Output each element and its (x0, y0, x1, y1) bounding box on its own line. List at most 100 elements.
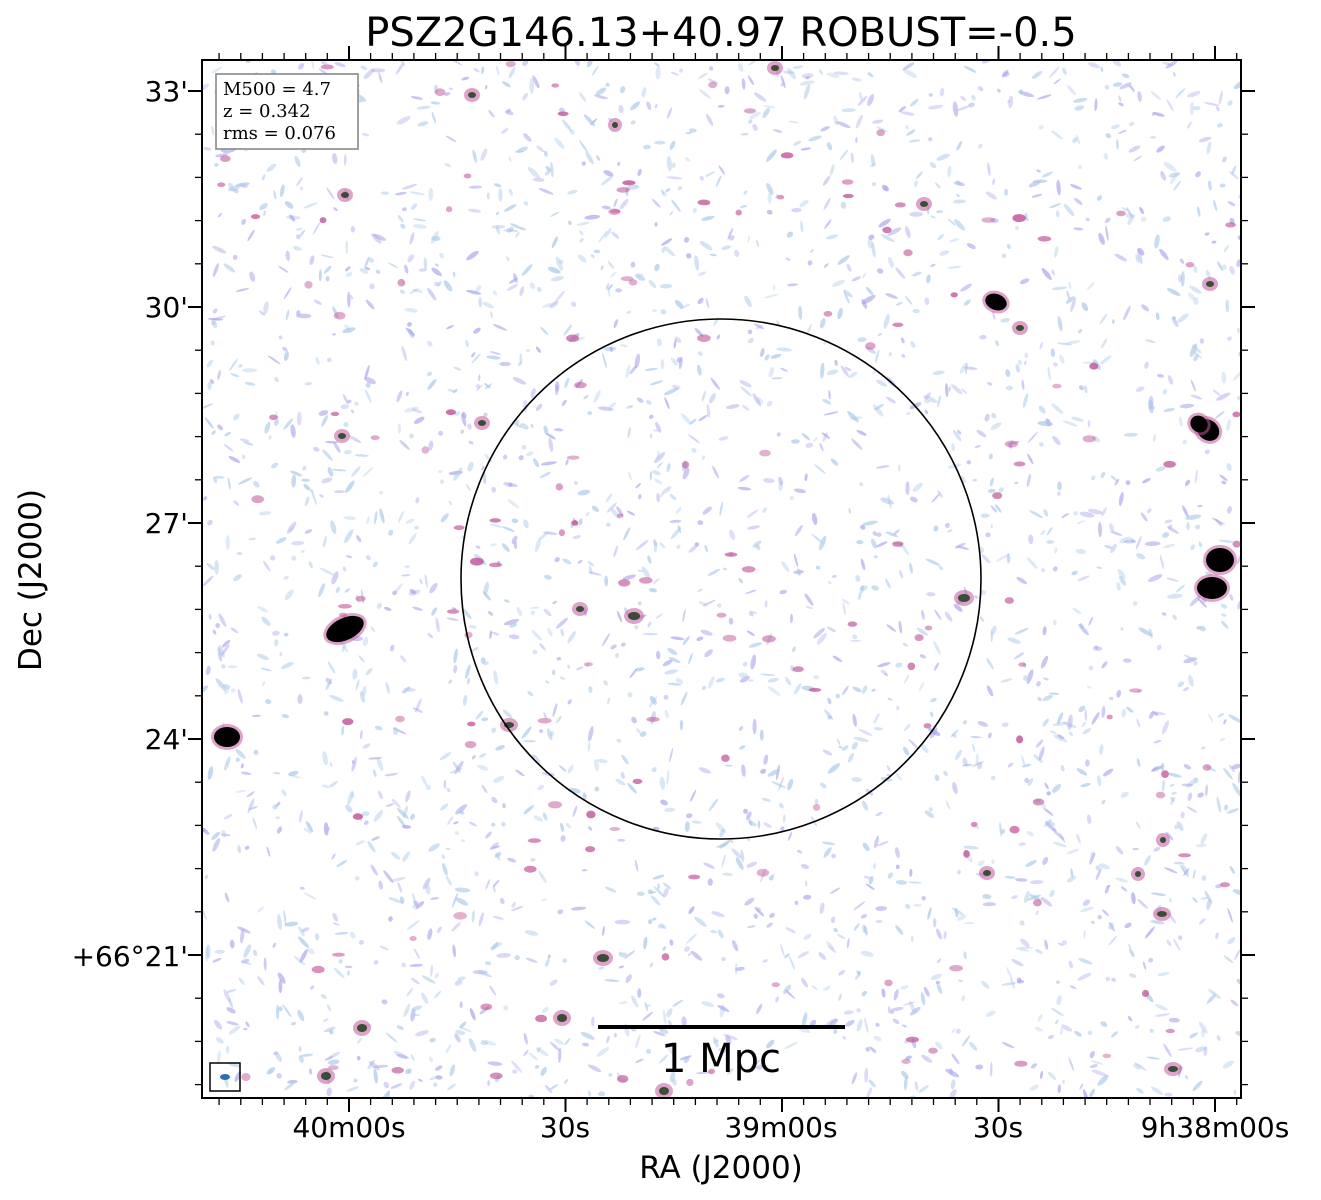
noise-blob (715, 822, 727, 834)
noise-blob (1038, 746, 1045, 761)
noise-blob (376, 757, 384, 772)
noise-blob (361, 133, 370, 137)
noise-blob (607, 283, 613, 291)
noise-blob (1187, 792, 1193, 802)
noise-blob (652, 874, 665, 880)
noise-blob (972, 478, 977, 482)
noise-blob (296, 234, 301, 240)
noise-blob (431, 111, 437, 124)
noise-blob (264, 421, 271, 434)
noise-blob (1069, 985, 1077, 990)
faint-source (792, 666, 804, 673)
noise-blob (648, 414, 654, 420)
noise-blob (563, 324, 573, 336)
faint-source (914, 634, 924, 642)
noise-blob (944, 522, 950, 528)
noise-blob (740, 849, 745, 863)
noise-blob (1047, 1071, 1057, 1080)
noise-blob (849, 639, 862, 642)
noise-blob (238, 363, 243, 368)
noise-blob (963, 299, 971, 306)
noise-blob (468, 185, 483, 189)
noise-blob (887, 227, 902, 236)
noise-blob (709, 253, 717, 257)
noise-blob (601, 632, 611, 647)
noise-blob (416, 105, 431, 110)
noise-blob (266, 846, 271, 857)
noise-blob (226, 1007, 236, 1014)
faint-source (395, 715, 405, 723)
noise-blob (442, 863, 448, 876)
noise-blob (697, 364, 702, 376)
noise-blob (1116, 582, 1121, 591)
noise-blob (653, 578, 660, 584)
noise-blob (543, 531, 558, 535)
noise-blob (827, 581, 832, 585)
noise-blob (656, 450, 660, 460)
noise-blob (1035, 949, 1043, 954)
source-core (576, 606, 584, 612)
noise-blob (336, 860, 348, 868)
noise-blob (1120, 627, 1124, 631)
noise-blob (1052, 783, 1061, 793)
noise-blob (930, 697, 937, 703)
faint-source (464, 631, 473, 639)
noise-blob (462, 694, 468, 706)
noise-blob (327, 1004, 331, 1012)
noise-blob (1207, 180, 1212, 191)
noise-blob (374, 725, 383, 731)
noise-blob (853, 923, 860, 931)
noise-blob (278, 265, 289, 273)
noise-blob (931, 493, 940, 503)
noise-blob (655, 650, 661, 660)
noise-blob (666, 1008, 673, 1018)
noise-blob (1135, 536, 1142, 550)
noise-blob (545, 680, 550, 684)
noise-blob (615, 288, 622, 293)
noise-blob (661, 189, 665, 195)
faint-source (333, 311, 346, 320)
noise-blob (701, 390, 706, 402)
noise-blob (1160, 171, 1167, 181)
noise-blob (1000, 318, 1010, 323)
noise-blob (827, 763, 840, 774)
faint-source (557, 111, 569, 117)
noise-blob (834, 359, 838, 366)
faint-source (330, 411, 340, 417)
noise-blob (401, 207, 407, 212)
noise-blob (490, 311, 493, 319)
noise-blob (616, 738, 622, 743)
noise-blob (1101, 338, 1108, 349)
noise-blob (499, 897, 505, 905)
noise-blob (405, 1068, 411, 1075)
noise-blob (1052, 619, 1057, 626)
noise-blob (594, 786, 600, 792)
noise-blob (357, 1038, 362, 1044)
noise-blob (664, 807, 675, 813)
noise-blob (625, 405, 633, 409)
noise-blob (875, 465, 890, 469)
noise-blob (811, 985, 818, 991)
noise-blob (755, 1064, 765, 1070)
noise-blob (578, 518, 583, 526)
source-core (357, 1024, 367, 1032)
noise-blob (1167, 375, 1174, 385)
faint-source (1116, 210, 1126, 217)
noise-blob (237, 845, 241, 854)
noise-blob (303, 202, 318, 209)
noise-blob (959, 362, 968, 374)
noise-blob (1057, 491, 1061, 496)
noise-blob (851, 276, 861, 282)
noise-blob (220, 833, 231, 837)
noise-blob (800, 864, 810, 869)
noise-blob (347, 790, 354, 806)
noise-blob (290, 470, 303, 477)
noise-blob (489, 523, 504, 528)
noise-blob (833, 71, 849, 75)
noise-blob (1192, 106, 1201, 111)
noise-blob (326, 357, 332, 363)
noise-blob (702, 506, 712, 515)
noise-blob (536, 286, 542, 292)
noise-blob (383, 870, 394, 884)
noise-blob (651, 767, 657, 773)
